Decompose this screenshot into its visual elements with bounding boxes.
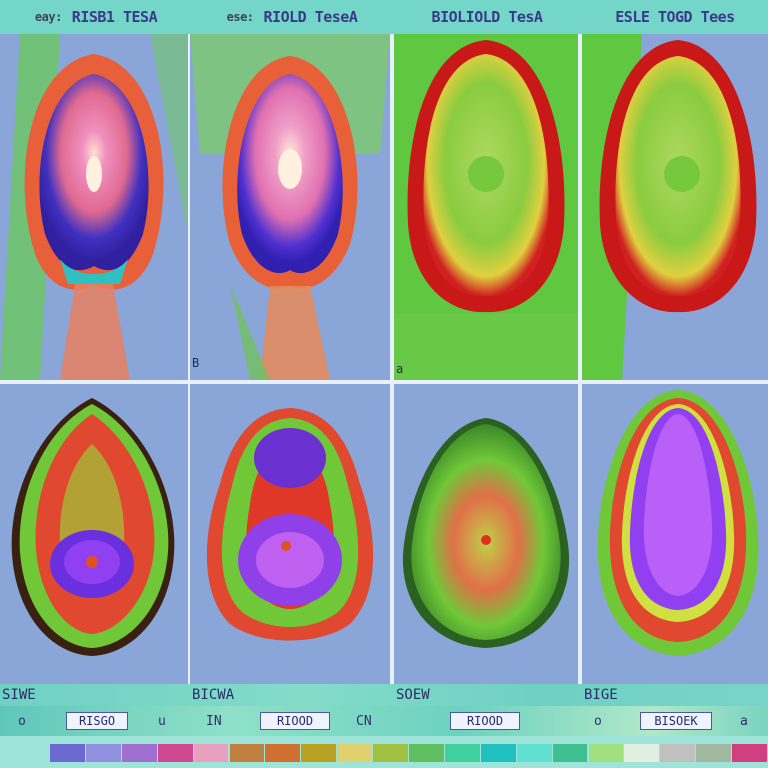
header-cell-1-text: RISB1 TESA — [71, 8, 158, 26]
color-scale-swatch — [409, 744, 444, 762]
color-scale-swatch — [588, 744, 624, 762]
tissue-image-top-4 — [582, 34, 768, 380]
header-bar: eay: RISB1 TESA ese: RIOLD TeseA BIOLIOL… — [0, 0, 768, 34]
control-button-4[interactable]: BISOEK — [640, 712, 712, 730]
tissue-image-top-1 — [0, 34, 188, 380]
control-button-1[interactable]: RISGO — [66, 712, 128, 730]
color-scale-swatch — [157, 744, 193, 762]
color-scale-swatch — [337, 744, 373, 762]
caption-3: SOEW — [396, 687, 430, 703]
control-label-2: u — [158, 713, 166, 729]
header-cell-4: ESLE TOGD Tees — [582, 0, 768, 34]
color-scale-swatch — [732, 744, 767, 762]
panel-bottom-3 — [394, 384, 578, 684]
tissue-image-top-3 — [394, 34, 578, 380]
tissue-image-bottom-2 — [190, 384, 390, 684]
tissue-image-bottom-1 — [0, 384, 188, 684]
color-scale-bar — [0, 736, 768, 768]
color-scale-swatch — [696, 744, 732, 762]
color-scale-swatch — [193, 744, 229, 762]
control-label-6: a — [740, 713, 748, 729]
panel-top-3: a — [394, 34, 578, 380]
control-label-3: IN — [206, 713, 222, 729]
header-cell-1: eay: RISB1 TESA — [0, 0, 192, 34]
header-cell-4-text: ESLE TOGD Tees — [615, 8, 735, 26]
caption-2: BICWA — [192, 687, 235, 703]
color-scale-swatch — [50, 744, 85, 762]
color-scale-swatch — [480, 744, 516, 762]
header-cell-2: ese: RIOLD TeseA — [192, 0, 392, 34]
panel-top-2-label: B — [192, 356, 200, 370]
col-divider-1 — [188, 34, 190, 684]
control-label-1: o — [18, 713, 26, 729]
color-scale-swatch — [229, 744, 265, 762]
control-button-3[interactable]: RIOOD — [450, 712, 520, 730]
tissue-image-bottom-4 — [582, 384, 768, 684]
panel-bottom-1 — [0, 384, 188, 684]
header-cell-3-text: BIOLIOLD TesA — [431, 8, 543, 26]
color-scale-swatch — [660, 744, 696, 762]
tissue-image-bottom-3 — [394, 384, 578, 684]
color-scale-swatch — [516, 744, 552, 762]
row-divider — [0, 380, 768, 384]
panel-top-2: B — [190, 34, 390, 380]
tissue-image-top-2 — [190, 34, 390, 380]
panel-top-1 — [0, 34, 188, 380]
panel-top-4 — [582, 34, 768, 380]
panel-top-3-label: a — [396, 362, 404, 376]
caption-row: SIWE BICWA SOEW BIGE — [0, 684, 768, 706]
header-cell-2-text: RIOLD TeseA — [263, 8, 358, 26]
panel-bottom-4 — [582, 384, 768, 684]
color-scale-swatch — [624, 744, 660, 762]
panel-bottom-2 — [190, 384, 390, 684]
header-cell-2-prefix: ese: — [226, 10, 254, 24]
control-label-4: CN — [356, 713, 372, 729]
color-scale-swatch — [265, 744, 301, 762]
header-cell-3: BIOLIOLD TesA — [392, 0, 582, 34]
caption-4: BIGE — [584, 687, 618, 703]
col-divider-3 — [578, 34, 582, 684]
color-scale-swatch — [444, 744, 480, 762]
col-divider-2 — [390, 34, 394, 684]
color-scale-swatch — [373, 744, 408, 762]
header-cell-1-prefix: eay: — [34, 10, 62, 24]
color-scale-swatch — [85, 744, 121, 762]
color-scale-swatch — [552, 744, 588, 762]
caption-1: SIWE — [2, 687, 36, 703]
color-scale-swatch — [121, 744, 157, 762]
control-row: o RISGO u IN RIOOD CN RIOOD o BISOEK a — [0, 706, 768, 736]
control-label-5: o — [594, 713, 602, 729]
color-scale-swatch — [301, 744, 337, 762]
control-button-2[interactable]: RIOOD — [260, 712, 330, 730]
